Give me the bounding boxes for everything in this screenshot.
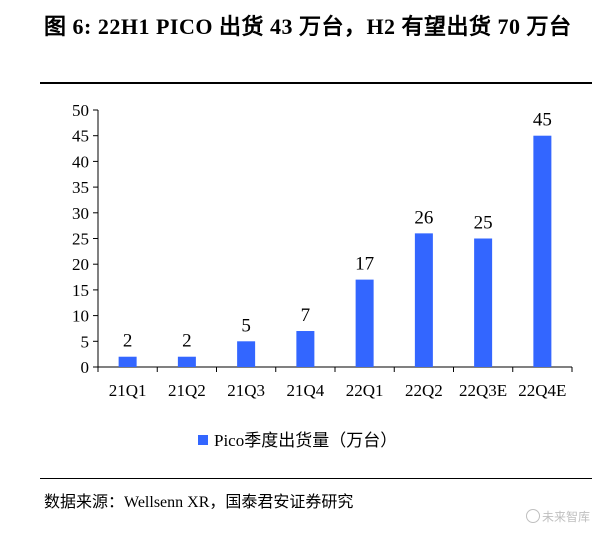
- y-tick-label: 30: [72, 204, 89, 223]
- watermark-icon: [525, 509, 540, 523]
- y-tick-label: 0: [81, 358, 90, 377]
- x-tick-label: 22Q1: [346, 381, 384, 400]
- data-label: 25: [474, 213, 493, 234]
- x-tick-label: 21Q1: [109, 381, 147, 400]
- data-label: 5: [241, 315, 251, 336]
- x-tick-label: 21Q2: [168, 381, 206, 400]
- y-tick-label: 15: [72, 281, 89, 300]
- x-axis: 21Q1 21Q2 21Q3 21Q4 22Q1 22Q2 22Q3E 22Q4E: [97, 366, 573, 400]
- y-tick-label: 40: [72, 152, 89, 171]
- y-tick-label: 20: [72, 255, 89, 274]
- title-divider: [40, 82, 592, 84]
- source-note: 数据来源：Wellsenn XR，国泰君安证券研究: [44, 494, 354, 511]
- y-tick-label: 50: [72, 101, 89, 120]
- y-tick-label: 25: [72, 230, 89, 249]
- footer-divider: [40, 478, 592, 479]
- legend-label: Pico季度出货量（万台）: [214, 431, 397, 450]
- data-label: 2: [182, 331, 192, 352]
- x-tick-label: 22Q4E: [518, 381, 566, 400]
- data-label: 26: [414, 207, 433, 228]
- x-tick-label: 21Q4: [286, 381, 324, 400]
- data-label: 2: [123, 331, 133, 352]
- legend-swatch: [198, 435, 208, 445]
- y-tick-label: 35: [72, 178, 89, 197]
- data-label: 45: [533, 110, 552, 131]
- x-tick-label: 21Q3: [227, 381, 265, 400]
- bar: [533, 135, 552, 367]
- bar: [474, 238, 493, 367]
- x-tick-label: 22Q3E: [459, 381, 507, 400]
- chart-title: 图 6: 22H1 PICO 出货 43 万台，H2 有望出货 70 万台: [44, 14, 572, 39]
- bar: [177, 356, 196, 367]
- data-label: 17: [355, 254, 374, 275]
- y-tick-label: 5: [81, 332, 90, 351]
- bars: [118, 135, 552, 367]
- bar: [296, 331, 315, 367]
- bar: [118, 356, 137, 367]
- bar: [237, 341, 256, 367]
- watermark: 未来智库: [525, 508, 590, 525]
- data-label: 7: [301, 305, 311, 326]
- y-axis: 0 5 10 15 20 25 30 35 40 45 50: [72, 101, 99, 377]
- bar: [355, 279, 374, 367]
- y-tick-label: 10: [72, 307, 89, 326]
- x-tick-label: 22Q2: [405, 381, 443, 400]
- legend: Pico季度出货量（万台）: [198, 431, 397, 450]
- bar: [414, 233, 433, 367]
- y-tick-label: 45: [72, 127, 89, 146]
- watermark-text: 未来智库: [541, 510, 590, 524]
